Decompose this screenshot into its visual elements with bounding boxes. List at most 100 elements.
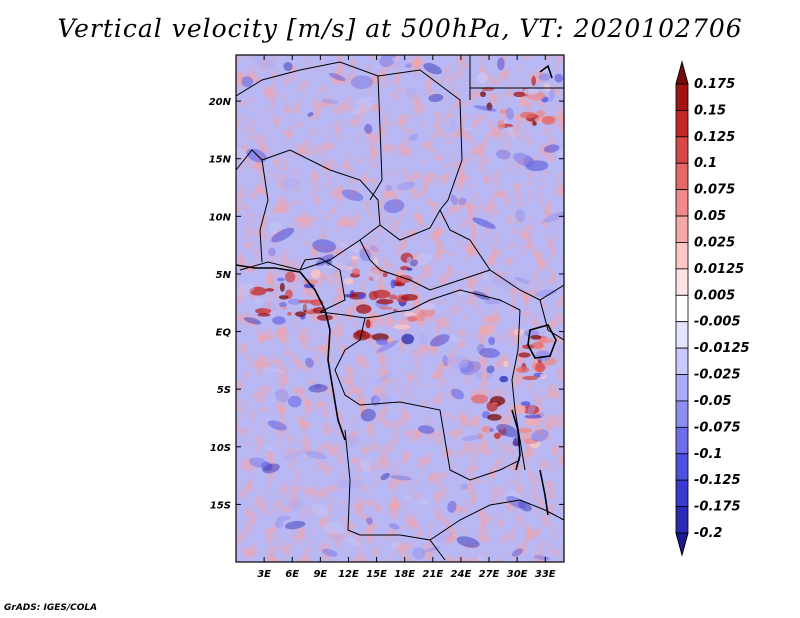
lake-malawi-shore xyxy=(539,469,549,516)
colorbar-segment xyxy=(675,374,689,402)
descent-blob xyxy=(533,555,551,561)
descent-blob xyxy=(405,87,417,98)
descent-blob xyxy=(428,93,444,103)
lon-tick-label: 12E xyxy=(338,569,359,580)
lat-tick-label: 5S xyxy=(217,385,231,396)
descent-blob xyxy=(313,383,322,389)
descent-blob xyxy=(274,519,284,529)
field-texture xyxy=(236,55,564,562)
anomaly-blob xyxy=(534,350,551,362)
border-line xyxy=(259,159,269,263)
anomaly-blob xyxy=(477,432,483,440)
anomaly-blob xyxy=(540,373,547,379)
descent-blob xyxy=(385,184,393,191)
descent-blob xyxy=(556,148,564,157)
descent-blob xyxy=(554,73,564,83)
anomaly-blob xyxy=(523,438,538,444)
colorbar-bottom-triangle xyxy=(675,532,689,557)
descent-blob xyxy=(418,425,435,434)
descent-blob xyxy=(236,283,255,298)
border-line xyxy=(539,299,564,341)
descent-blob xyxy=(412,547,426,560)
anomaly-blob xyxy=(276,277,285,282)
descent-blob xyxy=(512,152,536,168)
descent-blob xyxy=(366,517,373,525)
descent-blob xyxy=(479,347,500,358)
anomaly-blob xyxy=(352,268,360,276)
grads-credit: GrADS: IGES/COLA xyxy=(4,603,98,613)
anomaly-blob xyxy=(487,414,502,421)
anomaly-blob xyxy=(249,286,267,296)
descent-blob xyxy=(396,181,416,191)
anomaly-blob xyxy=(531,75,536,87)
colorbar-segment xyxy=(675,189,689,217)
descent-blob xyxy=(496,149,511,160)
anomaly-blob xyxy=(376,338,389,346)
anomaly-blob xyxy=(376,298,394,305)
anomaly-blob xyxy=(523,405,540,415)
colorbar-label: 0.005 xyxy=(694,288,735,303)
descent-blob xyxy=(444,334,462,343)
descent-blob xyxy=(408,133,419,142)
colorbar-segment xyxy=(675,506,689,534)
colorbar-top-triangle xyxy=(675,60,689,85)
lon-tick-label: 27E xyxy=(479,569,500,580)
lake-tanganyika-shore xyxy=(511,409,521,471)
descent-blob xyxy=(344,434,358,448)
colorbar-segment xyxy=(675,162,689,191)
anomaly-blob xyxy=(508,404,527,415)
anomaly-blob xyxy=(272,316,286,325)
border-line xyxy=(299,257,346,313)
anomaly-blob xyxy=(401,333,415,345)
descent-blob xyxy=(350,75,374,89)
anomaly-blob xyxy=(481,425,492,433)
anomaly-blob xyxy=(344,277,354,285)
descent-blob xyxy=(506,495,527,509)
anomaly-blob xyxy=(489,428,494,432)
colorbar-segment xyxy=(675,347,689,375)
descent-blob xyxy=(476,349,487,358)
anomaly-blob xyxy=(379,306,393,310)
colorbar-label: 0.0125 xyxy=(694,262,744,277)
descent-blob xyxy=(376,340,399,353)
descent-blob xyxy=(442,355,449,367)
anomaly-blob xyxy=(355,304,372,314)
anomaly-blob xyxy=(519,96,527,107)
anomaly-blob xyxy=(417,310,426,322)
descent-blob xyxy=(515,209,526,223)
descent-blob xyxy=(523,156,534,168)
descent-blob xyxy=(458,197,467,206)
lat-tick-label: 5N xyxy=(216,270,232,281)
anomaly-blob xyxy=(373,257,379,266)
anomaly-blob xyxy=(518,352,531,358)
anomaly-blob xyxy=(480,371,488,381)
descent-blob xyxy=(542,211,564,223)
descent-blob xyxy=(388,523,400,530)
descent-blob xyxy=(284,520,306,530)
border-line xyxy=(369,75,383,201)
descent-blob xyxy=(261,367,285,373)
anomaly-blob xyxy=(479,324,494,336)
descent-blob xyxy=(305,357,314,368)
anomaly-blob xyxy=(287,311,292,316)
lat-tick-label: 15N xyxy=(209,155,232,166)
descent-blob xyxy=(419,333,429,345)
lat-tick-label: 10S xyxy=(210,443,231,454)
colorbar-label: -0.2 xyxy=(694,526,722,541)
anomaly-blob xyxy=(541,116,556,125)
anomaly-blob xyxy=(406,256,413,265)
anomaly-blob xyxy=(294,311,307,317)
chart-title: Vertical velocity [m/s] at 500hPa, VT: 2… xyxy=(57,14,743,43)
border-line xyxy=(379,209,441,241)
anomaly-blob xyxy=(287,298,303,305)
anomaly-blob xyxy=(419,302,435,311)
descent-blob xyxy=(486,365,495,374)
anomaly-blob xyxy=(317,314,333,321)
descent-blob xyxy=(257,301,279,311)
descent-blob xyxy=(347,537,360,546)
descent-blob xyxy=(332,534,342,542)
anomaly-blob xyxy=(499,109,508,114)
lat-tick-label: 10N xyxy=(209,212,232,223)
descent-blob xyxy=(390,541,401,549)
descent-blob xyxy=(243,317,262,325)
